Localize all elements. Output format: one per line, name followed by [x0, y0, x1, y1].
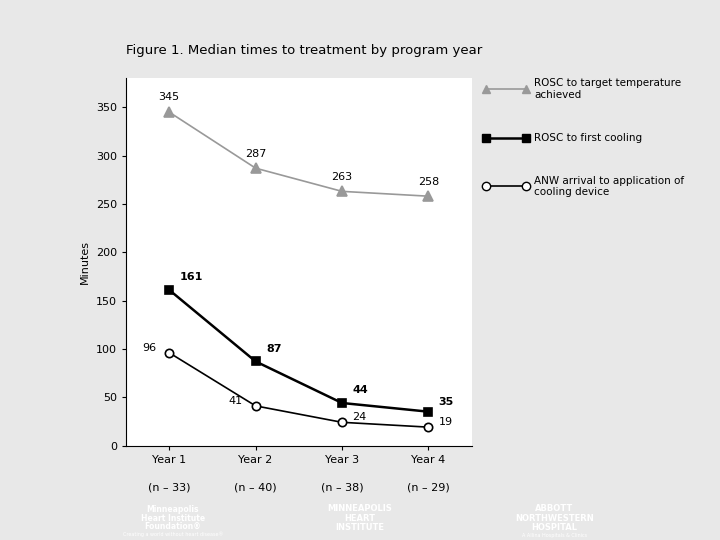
Text: (n – 29): (n – 29): [407, 482, 450, 492]
Text: Heart Institute: Heart Institute: [140, 514, 205, 523]
Text: ROSC to first cooling: ROSC to first cooling: [534, 133, 642, 143]
Text: ROSC to target temperature
achieved: ROSC to target temperature achieved: [534, 78, 681, 100]
Text: 19: 19: [438, 417, 453, 427]
Text: 41: 41: [228, 396, 243, 406]
Text: Creating a world without heart disease®: Creating a world without heart disease®: [122, 531, 223, 537]
Text: HEART: HEART: [344, 514, 376, 523]
Y-axis label: Minutes: Minutes: [81, 240, 90, 284]
Text: 87: 87: [266, 343, 282, 354]
Text: 287: 287: [245, 148, 266, 159]
Text: Figure 1. Median times to treatment by program year: Figure 1. Median times to treatment by p…: [126, 44, 482, 57]
Text: A Allina Hospitals & Clinics: A Allina Hospitals & Clinics: [522, 532, 587, 538]
Text: 263: 263: [331, 172, 353, 181]
Text: ABBOTT: ABBOTT: [535, 504, 574, 513]
Text: ANW arrival to application of
cooling device: ANW arrival to application of cooling de…: [534, 176, 685, 197]
Text: 258: 258: [418, 177, 439, 186]
Text: (n – 40): (n – 40): [234, 482, 277, 492]
Text: Foundation®: Foundation®: [145, 522, 201, 531]
Text: (n – 33): (n – 33): [148, 482, 191, 492]
Text: 44: 44: [352, 385, 368, 395]
Text: HOSPITAL: HOSPITAL: [531, 523, 577, 532]
Text: 35: 35: [438, 397, 454, 407]
Text: 24: 24: [352, 413, 366, 422]
Text: NORTHWESTERN: NORTHWESTERN: [515, 514, 594, 523]
Text: INSTITUTE: INSTITUTE: [336, 523, 384, 532]
Text: 345: 345: [158, 92, 180, 103]
Text: Minneapolis: Minneapolis: [147, 505, 199, 515]
Text: 161: 161: [179, 272, 203, 282]
Text: 96: 96: [142, 343, 156, 353]
Text: MINNEAPOLIS: MINNEAPOLIS: [328, 504, 392, 513]
Text: (n – 38): (n – 38): [320, 482, 364, 492]
